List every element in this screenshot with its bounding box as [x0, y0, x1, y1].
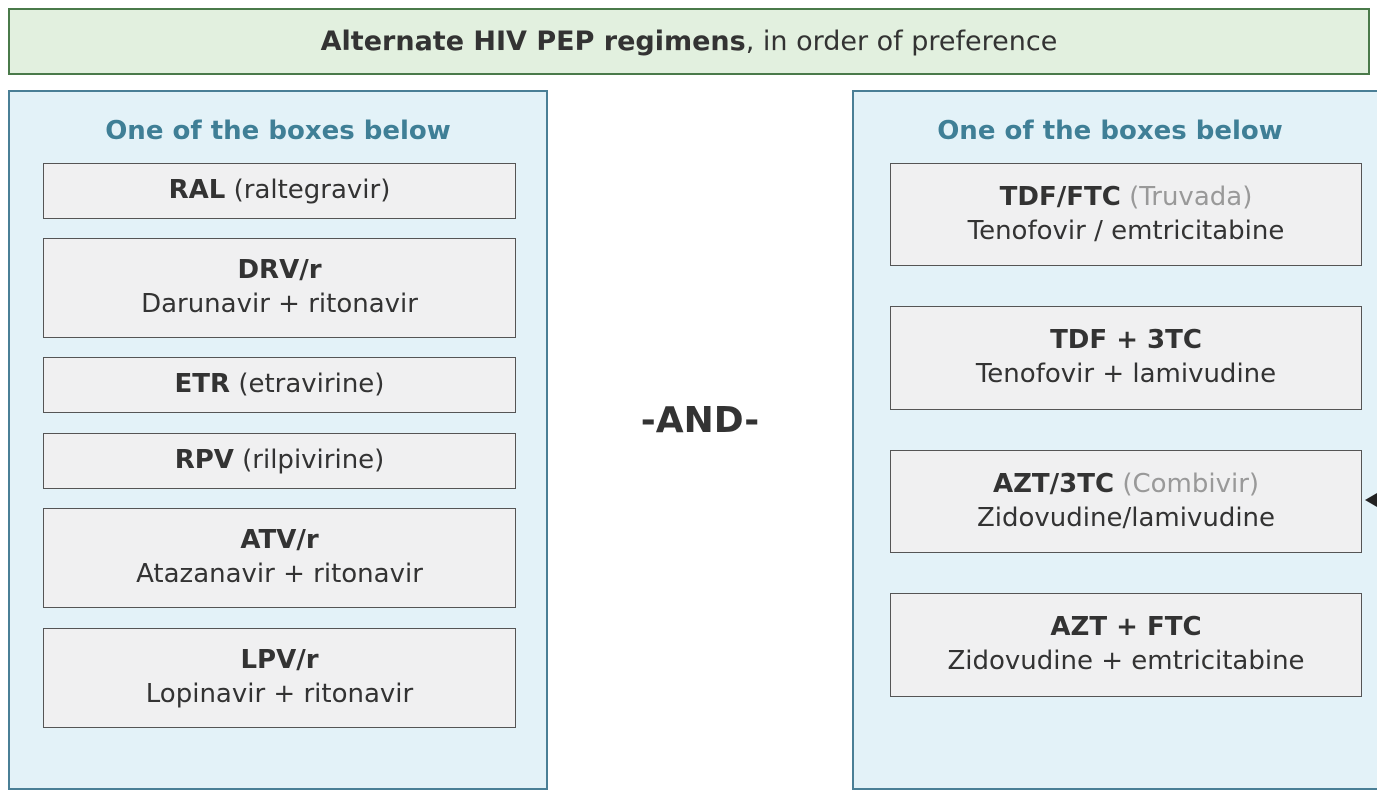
regimen-line: LPV/r	[240, 644, 318, 678]
regimen-box: AZT/3TC (Combivir) Zidovudine/lamivudine	[890, 450, 1362, 553]
regimen-abbr: AZT + FTC	[1050, 612, 1202, 643]
regimen-brand: (Combivir)	[1122, 468, 1260, 499]
regimen-abbr: ATV/r	[240, 525, 319, 556]
regimen-line: DRV/r	[237, 254, 321, 288]
header: Alternate HIV PEP regimens, in order of …	[8, 8, 1370, 75]
regimen-generic: Zidovudine/lamivudine	[976, 502, 1276, 533]
regimen-line: ETR (etravirine)	[175, 368, 385, 402]
panel-title: One of the boxes below	[937, 116, 1283, 146]
regimen-line: RPV (rilpivirine)	[175, 444, 385, 478]
regimen-box: TDF + 3TC Tenofovir + lamivudine	[890, 306, 1362, 410]
regimen-box: RPV (rilpivirine)	[43, 433, 516, 489]
regimen-box: LPV/r Lopinavir + ritonavir	[43, 628, 516, 728]
regimen-generic: Zidovudine + emtricitabine	[947, 646, 1305, 676]
page: Alternate HIV PEP regimens, in order of …	[8, 8, 1377, 790]
regimen-line: TDF + 3TC	[1050, 324, 1202, 358]
regimen-generic: (rilpivirine)	[242, 445, 385, 476]
regimen-generic: (etravirine)	[238, 369, 385, 400]
regimen-box: ETR (etravirine)	[43, 357, 516, 413]
right-panel: One of the boxes below TDF/FTC (Truvada)…	[852, 90, 1377, 790]
regimen-generic: Darunavir + ritonavir	[141, 289, 418, 319]
regimen-abbr: TDF + 3TC	[1050, 325, 1202, 356]
regimen-line: AZT + FTC	[1050, 611, 1201, 645]
header-rest: , in order of preference	[745, 26, 1058, 57]
regimen-abbr: TDF/FTC	[999, 181, 1121, 212]
regimen-abbr: LPV/r	[240, 645, 319, 676]
regimen-generic: Tenofovir / emtricitabine	[967, 215, 1285, 246]
regimen-box: TDF/FTC (Truvada) Tenofovir / emtricitabi…	[890, 163, 1362, 266]
regimen-box: ATV/r Atazanavir + ritonavir	[43, 508, 516, 608]
arrow	[1365, 493, 1377, 507]
regimen-abbr: DRV/r	[237, 255, 322, 286]
panel-title: One of the boxes below	[105, 116, 451, 146]
regimen-line: RAL (raltegravir)	[169, 174, 391, 208]
left-panel: One of the boxes below RAL (raltegravir)…	[8, 90, 548, 790]
regimen-abbr: RPV	[174, 445, 234, 476]
regimen-box: AZT + FTC Zidovudine + emtricitabine	[890, 593, 1362, 697]
header-bold: Alternate HIV PEP regimens	[320, 26, 746, 57]
regimen-line: TDF/FTC (Truvada)	[1000, 181, 1253, 215]
regimen-brand: (Truvada)	[1129, 181, 1253, 212]
connector: -AND-	[640, 400, 760, 441]
regimen-generic: Atazanavir + ritonavir	[136, 559, 423, 589]
regimen-box: RAL (raltegravir)	[43, 163, 516, 219]
regimen-line: AZT/3TC (Combivir)	[993, 468, 1259, 502]
regimen-abbr: RAL	[168, 175, 226, 206]
regimen-abbr: AZT/3TC	[992, 468, 1115, 499]
regimen-generic: Tenofovir + lamivudine	[975, 359, 1277, 389]
regimen-generic: Lopinavir + ritonavir	[145, 679, 414, 709]
regimen-box: DRV/r Darunavir + ritonavir	[43, 238, 516, 338]
regimen-generic: (raltegravir)	[233, 175, 391, 206]
regimen-line: ATV/r	[240, 524, 318, 558]
regimen-abbr: ETR	[174, 369, 231, 400]
